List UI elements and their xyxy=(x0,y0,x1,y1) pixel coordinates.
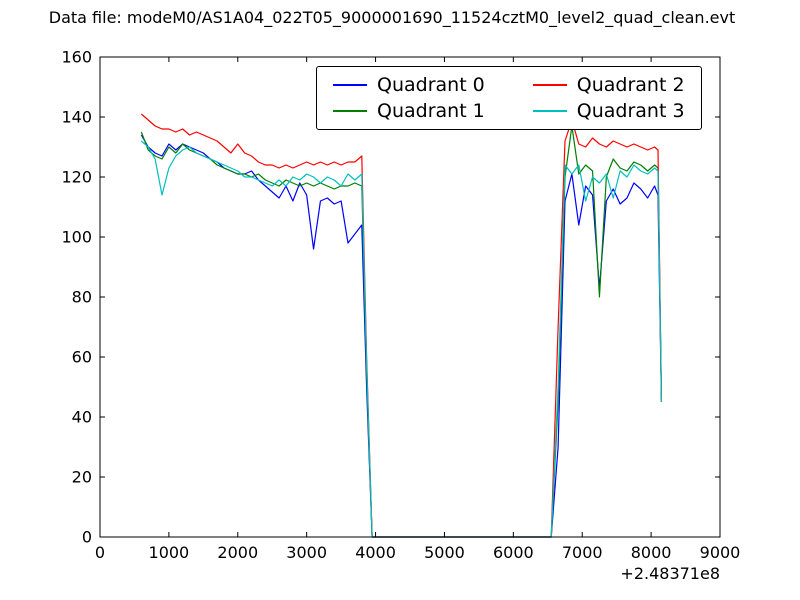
x-tick-label: 6000 xyxy=(493,543,534,562)
x-tick-label: 8000 xyxy=(631,543,672,562)
chart-title: Data file: modeM0/AS1A04_022T05_90000016… xyxy=(48,8,736,27)
legend-label: Quadrant 2 xyxy=(576,74,685,96)
x-tick-label: 2000 xyxy=(217,543,258,562)
y-tick-label: 160 xyxy=(61,48,92,67)
x-axis-offset-label: +2.48371e8 xyxy=(620,564,720,583)
x-tick-label: 5000 xyxy=(424,543,465,562)
legend-label: Quadrant 3 xyxy=(576,100,685,122)
series-line-quadrant-0 xyxy=(140,134,663,538)
legend-label: Quadrant 1 xyxy=(377,100,485,122)
legend-line-swatch xyxy=(333,110,367,112)
y-tick-label: 0 xyxy=(82,528,92,547)
y-tick-label: 120 xyxy=(61,168,92,187)
series-line-quadrant-2 xyxy=(140,113,663,538)
x-tick-label: 4000 xyxy=(355,543,396,562)
legend-line-swatch xyxy=(532,110,567,112)
legend-item-quadrant-1: Quadrant 1 xyxy=(333,99,485,123)
y-tick-label: 100 xyxy=(61,228,92,247)
y-tick-label: 20 xyxy=(72,468,92,487)
legend-line-swatch xyxy=(532,84,567,86)
series-line-quadrant-3 xyxy=(140,140,663,538)
legend-item-quadrant-3: Quadrant 3 xyxy=(532,99,685,123)
x-tick-label: 0 xyxy=(95,543,105,562)
legend-item-quadrant-2: Quadrant 2 xyxy=(532,73,685,97)
legend-item-quadrant-0: Quadrant 0 xyxy=(333,73,485,97)
legend-line-swatch xyxy=(333,84,367,86)
y-tick-label: 140 xyxy=(61,108,92,127)
legend: Quadrant 0 Quadrant 1 Quadrant 2 Quadran… xyxy=(316,66,702,130)
x-tick-label: 7000 xyxy=(562,543,603,562)
y-tick-label: 80 xyxy=(72,288,92,307)
legend-label: Quadrant 0 xyxy=(377,74,485,96)
y-tick-label: 60 xyxy=(72,348,92,367)
x-tick-label: 1000 xyxy=(149,543,190,562)
y-tick-label: 40 xyxy=(72,408,92,427)
x-tick-label: 9000 xyxy=(700,543,741,562)
x-tick-label: 3000 xyxy=(286,543,327,562)
